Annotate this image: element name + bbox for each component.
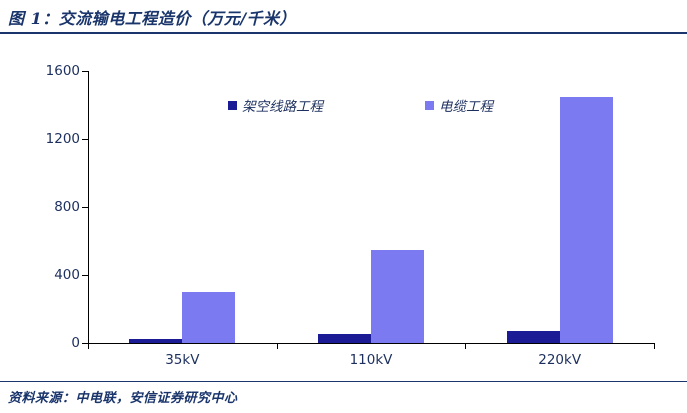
x-axis-tick [88,343,89,349]
legend-swatch-cable [425,100,434,110]
y-axis-tick [82,275,88,276]
y-tick-label: 0 [71,335,80,351]
y-tick-label: 400 [54,267,80,283]
legend-label-overhead: 架空线路工程 [242,99,323,115]
bar-chart: 架空线路工程 电缆工程 0 400 800 1200 1600 35kV 110kV 220k… [0,36,687,376]
bar-cable-35kV [182,292,236,343]
footer-divider [0,381,687,382]
x-axis-line [88,343,655,344]
source-note: 资料来源：中电联，安信证券研究中心 [8,391,238,406]
y-axis-line [88,71,89,343]
y-tick-label: 1200 [45,131,80,147]
x-tick-label: 110kV [349,352,393,368]
title-divider [0,32,687,34]
x-tick-label: 220kV [538,352,582,368]
figure-title: 图 1：交流输电工程造价（万元/千米） [8,9,297,28]
y-axis-tick [82,207,88,208]
y-tick-label: 800 [54,199,80,215]
bar-cable-110kV [371,250,424,343]
y-axis-tick [82,343,88,344]
legend-swatch-overhead [228,100,237,110]
bar-overhead-110kV [318,333,371,343]
y-tick-label: 1600 [45,63,80,79]
legend-item-cable: 电缆工程 [425,95,493,115]
legend-item-overhead: 架空线路工程 [228,95,323,115]
bar-overhead-220kV [506,331,560,343]
y-axis-tick [82,139,88,140]
legend-label-cable: 电缆工程 [439,99,493,115]
x-tick-label: 35kV [165,352,200,368]
x-axis-tick [465,343,467,349]
bar-cable-220kV [559,96,613,343]
x-axis-tick [654,343,655,349]
y-axis-tick [82,71,88,72]
x-axis-tick [276,343,278,349]
bar-overhead-35kV [129,338,183,343]
